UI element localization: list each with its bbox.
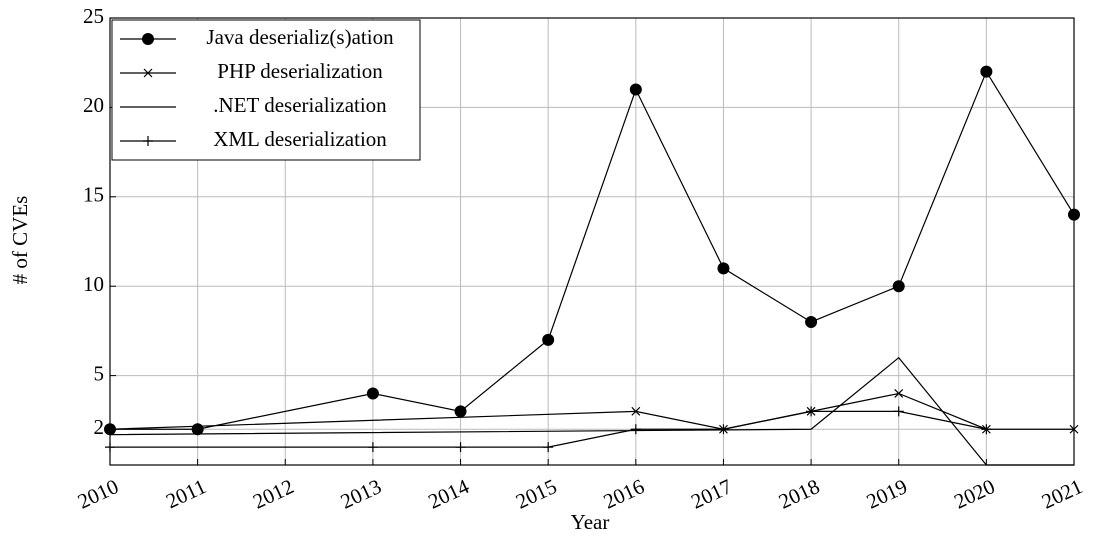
y-tick-label: 20 <box>83 93 104 117</box>
series-line <box>109 356 1074 466</box>
point <box>143 68 153 78</box>
y-tick-label: 10 <box>83 272 104 296</box>
x-tick-label: 2012 <box>249 474 297 514</box>
point <box>105 442 115 453</box>
x-tick-label: 2014 <box>424 474 473 514</box>
y-tick-label: 25 <box>83 4 104 28</box>
point <box>143 136 153 146</box>
x-tick-label: 2019 <box>863 474 911 514</box>
point <box>543 442 554 453</box>
point <box>367 442 378 453</box>
point <box>806 406 817 417</box>
x-tick-label: 2020 <box>950 474 998 514</box>
x-tick-label: 2021 <box>1038 474 1086 514</box>
legend-label: Java deserializ(s)ation <box>206 25 394 49</box>
point <box>1068 208 1080 221</box>
point <box>981 424 992 435</box>
point <box>893 406 904 417</box>
point <box>717 262 730 275</box>
legend-label: .NET deserialization <box>213 93 387 117</box>
x-tick-label: 2010 <box>74 474 122 514</box>
legend-box <box>111 19 421 161</box>
point <box>105 424 115 434</box>
point <box>1069 424 1079 434</box>
y-axis-label: # of CVEs <box>8 196 32 285</box>
x-tick-label: 2016 <box>600 474 648 514</box>
y-tick-label: 15 <box>83 183 104 207</box>
y-tick-label: 2 <box>94 415 105 439</box>
y-tick-label: 5 <box>94 361 105 385</box>
x-tick-label: 2017 <box>687 474 735 514</box>
plot-frame <box>109 17 1075 466</box>
point <box>631 406 641 416</box>
x-tick-label: 2011 <box>162 474 210 513</box>
point <box>630 424 641 435</box>
legend-label: XML deserialization <box>213 127 387 151</box>
point <box>629 83 642 96</box>
point <box>805 315 818 328</box>
point <box>455 442 466 453</box>
x-tick-label: 2015 <box>512 474 560 514</box>
x-tick-label: 2018 <box>775 474 823 514</box>
point <box>894 389 904 398</box>
point <box>142 33 154 45</box>
x-tick-label: 2013 <box>337 474 385 514</box>
point <box>366 387 379 400</box>
point <box>718 424 729 435</box>
legend: Java deserializ(s)ation PHP deserializati… <box>111 19 421 161</box>
series-line <box>109 392 1074 430</box>
point <box>542 333 555 346</box>
point <box>892 280 905 293</box>
point <box>980 65 993 78</box>
point <box>454 405 467 418</box>
legend-label: PHP deserialization <box>217 59 383 83</box>
x-axis-label: Year <box>571 510 610 534</box>
